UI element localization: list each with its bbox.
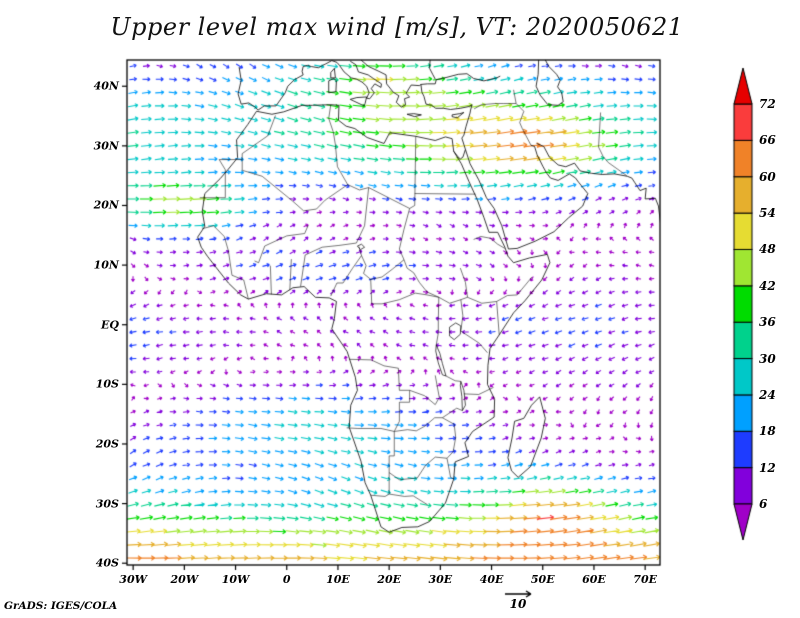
colorbar-tick-label: 30 <box>759 351 776 366</box>
grads-credit: GrADS: IGES/COLA <box>4 600 118 612</box>
lon-tick-label: 30E <box>428 573 453 586</box>
colorbar-tick-label: 12 <box>759 460 776 475</box>
colorbar-tick-label: 72 <box>759 97 776 111</box>
lat-tick-label: 10N <box>93 258 119 272</box>
lon-tick-label: 60E <box>582 573 606 586</box>
lat-tick-label: 10S <box>95 377 119 391</box>
lat-tick-label: 30N <box>93 139 119 153</box>
lat-tick-label: 40S <box>95 556 119 570</box>
lat-tick-label: 40N <box>93 79 119 93</box>
lon-tick-label: 0 <box>282 573 291 586</box>
colorbar-tick-label: 66 <box>759 133 776 148</box>
lon-tick-label: 50E <box>530 573 555 586</box>
lon-tick-label: 20W <box>170 573 199 586</box>
colorbar-tick-label: 54 <box>759 206 776 221</box>
lon-tick-label: 30W <box>119 573 147 586</box>
colorbar-tick-label: 6 <box>759 497 768 511</box>
lat-tick-label: EQ <box>101 318 119 332</box>
lat-tick-label: 20N <box>93 198 119 212</box>
colorbar-tick-label: 42 <box>759 278 776 293</box>
lat-tick-label: 20S <box>95 437 119 451</box>
colorbar-tick-label: 60 <box>759 169 776 184</box>
colorbar-tick-label: 18 <box>759 424 776 439</box>
colorbar-tick-label: 24 <box>759 387 776 402</box>
lon-tick-label: 20E <box>377 573 401 586</box>
lon-tick-label: 10W <box>221 573 250 586</box>
lat-tick-label: 30S <box>95 497 119 511</box>
lon-tick-label: 40E <box>479 573 504 586</box>
reference-vector-label: 10 <box>509 597 527 611</box>
colorbar-tick-label: 36 <box>759 315 776 330</box>
lon-tick-label: 70E <box>633 573 657 586</box>
colorbar-tick-label: 48 <box>759 242 776 257</box>
lon-tick-label: 10E <box>326 573 350 586</box>
